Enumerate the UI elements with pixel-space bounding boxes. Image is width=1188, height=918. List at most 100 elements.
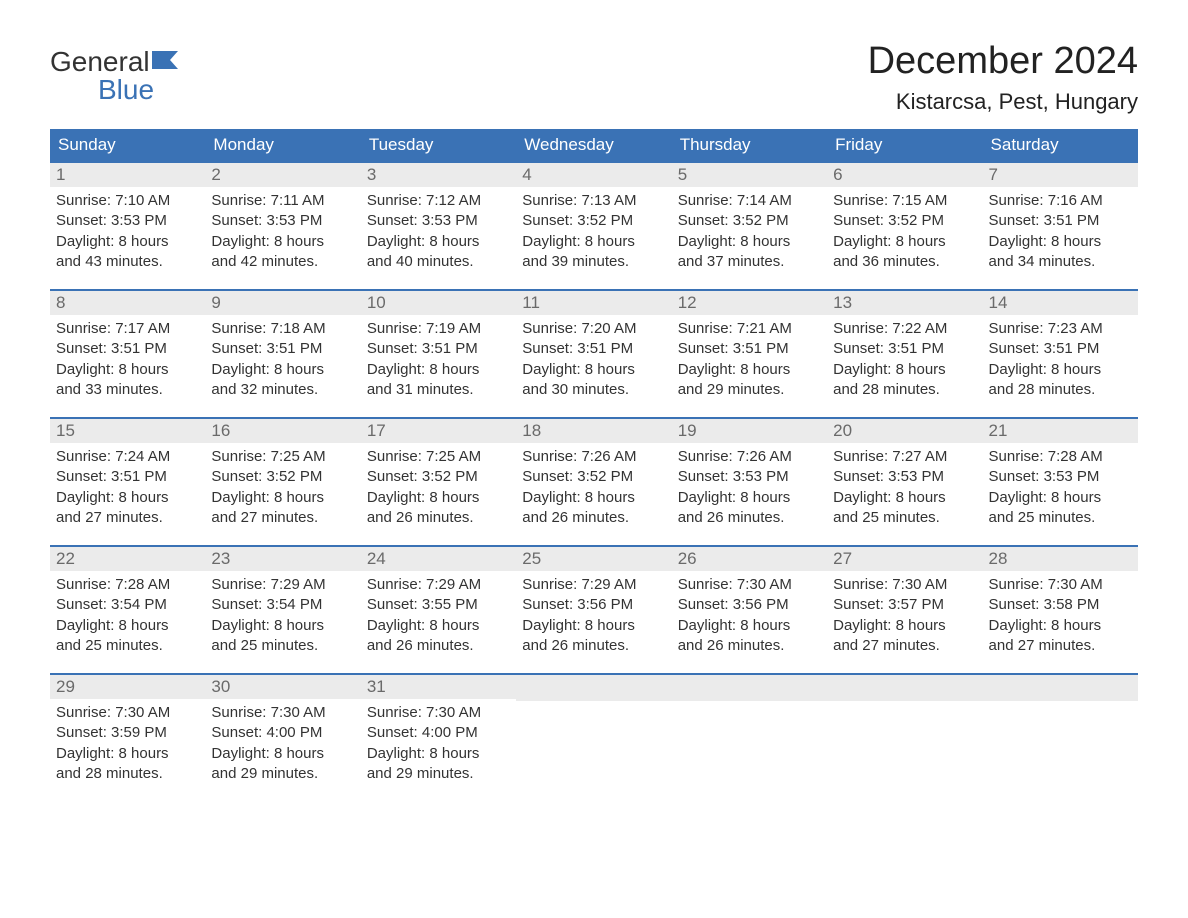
day-number: 14 [983,291,1138,315]
day-sunset: Sunset: 3:53 PM [367,211,510,231]
day-sunrise: Sunrise: 7:30 AM [833,575,976,595]
day-sunrise: Sunrise: 7:23 AM [989,319,1132,339]
day-cell: 1Sunrise: 7:10 AMSunset: 3:53 PMDaylight… [50,163,205,275]
day-number: 18 [516,419,671,443]
day-dl2: and 25 minutes. [211,636,354,656]
day-sunrise: Sunrise: 7:28 AM [56,575,199,595]
day-dl2: and 25 minutes. [833,508,976,528]
day-number: 29 [50,675,205,699]
day-dl1: Daylight: 8 hours [989,616,1132,636]
day-body: Sunrise: 7:20 AMSunset: 3:51 PMDaylight:… [516,315,671,400]
day-sunset: Sunset: 3:57 PM [833,595,976,615]
day-body: Sunrise: 7:30 AMSunset: 3:56 PMDaylight:… [672,571,827,656]
day-cell: 4Sunrise: 7:13 AMSunset: 3:52 PMDaylight… [516,163,671,275]
day-sunset: Sunset: 3:53 PM [211,211,354,231]
day-sunrise: Sunrise: 7:30 AM [989,575,1132,595]
day-dl2: and 36 minutes. [833,252,976,272]
day-sunset: Sunset: 3:53 PM [56,211,199,231]
day-sunset: Sunset: 3:52 PM [522,467,665,487]
day-sunrise: Sunrise: 7:13 AM [522,191,665,211]
day-sunrise: Sunrise: 7:30 AM [56,703,199,723]
day-dl2: and 25 minutes. [56,636,199,656]
day-cell: 20Sunrise: 7:27 AMSunset: 3:53 PMDayligh… [827,419,982,531]
day-cell: 16Sunrise: 7:25 AMSunset: 3:52 PMDayligh… [205,419,360,531]
day-body: Sunrise: 7:23 AMSunset: 3:51 PMDaylight:… [983,315,1138,400]
day-body: Sunrise: 7:28 AMSunset: 3:54 PMDaylight:… [50,571,205,656]
day-sunset: Sunset: 3:51 PM [56,467,199,487]
day-body: Sunrise: 7:17 AMSunset: 3:51 PMDaylight:… [50,315,205,400]
day-body: Sunrise: 7:30 AMSunset: 4:00 PMDaylight:… [361,699,516,784]
day-cell: 21Sunrise: 7:28 AMSunset: 3:53 PMDayligh… [983,419,1138,531]
day-number [827,675,982,701]
day-dl1: Daylight: 8 hours [56,616,199,636]
day-sunset: Sunset: 3:51 PM [56,339,199,359]
day-sunrise: Sunrise: 7:17 AM [56,319,199,339]
day-dl1: Daylight: 8 hours [833,232,976,252]
day-dl1: Daylight: 8 hours [522,232,665,252]
day-number: 11 [516,291,671,315]
day-sunset: Sunset: 3:59 PM [56,723,199,743]
day-body: Sunrise: 7:22 AMSunset: 3:51 PMDaylight:… [827,315,982,400]
day-number: 9 [205,291,360,315]
day-dl2: and 27 minutes. [211,508,354,528]
day-dl1: Daylight: 8 hours [367,744,510,764]
day-dl2: and 26 minutes. [678,508,821,528]
day-number: 13 [827,291,982,315]
day-sunset: Sunset: 3:51 PM [989,339,1132,359]
day-cell [516,675,671,787]
day-number: 12 [672,291,827,315]
day-sunrise: Sunrise: 7:16 AM [989,191,1132,211]
day-dl1: Daylight: 8 hours [678,488,821,508]
day-dl2: and 27 minutes. [56,508,199,528]
day-dl1: Daylight: 8 hours [56,488,199,508]
day-dl2: and 29 minutes. [211,764,354,784]
day-body: Sunrise: 7:26 AMSunset: 3:53 PMDaylight:… [672,443,827,528]
day-sunrise: Sunrise: 7:18 AM [211,319,354,339]
day-body: Sunrise: 7:30 AMSunset: 4:00 PMDaylight:… [205,699,360,784]
day-sunrise: Sunrise: 7:19 AM [367,319,510,339]
day-header: Tuesday [361,129,516,161]
day-body: Sunrise: 7:29 AMSunset: 3:56 PMDaylight:… [516,571,671,656]
day-number [983,675,1138,701]
day-number: 25 [516,547,671,571]
day-sunrise: Sunrise: 7:21 AM [678,319,821,339]
day-body: Sunrise: 7:12 AMSunset: 3:53 PMDaylight:… [361,187,516,272]
day-sunrise: Sunrise: 7:25 AM [367,447,510,467]
day-sunrise: Sunrise: 7:20 AM [522,319,665,339]
day-cell [827,675,982,787]
day-sunrise: Sunrise: 7:29 AM [211,575,354,595]
day-header: Saturday [983,129,1138,161]
day-dl2: and 26 minutes. [522,508,665,528]
day-dl1: Daylight: 8 hours [367,488,510,508]
day-body: Sunrise: 7:21 AMSunset: 3:51 PMDaylight:… [672,315,827,400]
day-sunrise: Sunrise: 7:11 AM [211,191,354,211]
day-cell: 22Sunrise: 7:28 AMSunset: 3:54 PMDayligh… [50,547,205,659]
day-dl1: Daylight: 8 hours [367,360,510,380]
day-cell: 3Sunrise: 7:12 AMSunset: 3:53 PMDaylight… [361,163,516,275]
day-dl1: Daylight: 8 hours [522,488,665,508]
day-number: 22 [50,547,205,571]
day-dl2: and 29 minutes. [367,764,510,784]
day-sunrise: Sunrise: 7:24 AM [56,447,199,467]
day-number: 16 [205,419,360,443]
day-dl2: and 32 minutes. [211,380,354,400]
day-dl2: and 37 minutes. [678,252,821,272]
day-dl1: Daylight: 8 hours [833,360,976,380]
day-dl1: Daylight: 8 hours [367,616,510,636]
day-dl1: Daylight: 8 hours [989,232,1132,252]
day-dl1: Daylight: 8 hours [678,616,821,636]
day-dl2: and 34 minutes. [989,252,1132,272]
day-dl2: and 42 minutes. [211,252,354,272]
logo-word-blue: Blue [50,76,178,104]
day-sunset: Sunset: 3:54 PM [56,595,199,615]
day-dl1: Daylight: 8 hours [56,232,199,252]
day-dl1: Daylight: 8 hours [56,744,199,764]
day-sunset: Sunset: 3:51 PM [833,339,976,359]
day-number: 1 [50,163,205,187]
day-dl1: Daylight: 8 hours [833,488,976,508]
day-cell: 30Sunrise: 7:30 AMSunset: 4:00 PMDayligh… [205,675,360,787]
day-dl2: and 31 minutes. [367,380,510,400]
day-dl2: and 26 minutes. [367,636,510,656]
day-dl2: and 28 minutes. [833,380,976,400]
day-header: Monday [205,129,360,161]
